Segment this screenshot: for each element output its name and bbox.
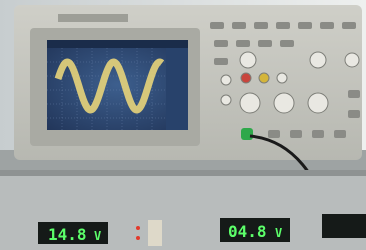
button <box>268 130 280 138</box>
button <box>334 130 346 138</box>
unit: V <box>275 226 282 240</box>
knob <box>240 93 260 113</box>
button <box>276 22 290 29</box>
brand-plate <box>58 14 128 22</box>
button <box>210 22 224 29</box>
led <box>136 236 140 240</box>
button <box>290 130 302 138</box>
button <box>258 40 272 47</box>
menu <box>166 48 188 130</box>
reading: 04.8 <box>228 222 267 241</box>
knob <box>221 95 231 105</box>
knob <box>274 93 294 113</box>
knob <box>310 52 326 68</box>
button <box>232 22 246 29</box>
probe-connector <box>241 128 253 140</box>
button <box>236 40 250 47</box>
reading: 14.8 <box>48 225 87 244</box>
status-bar <box>47 40 188 48</box>
photo: 14.8 V 04.8 V <box>0 0 366 250</box>
knob <box>308 93 328 113</box>
knob <box>259 73 269 83</box>
button <box>254 22 268 29</box>
knob <box>345 53 359 67</box>
display-partial <box>322 214 366 238</box>
switch <box>148 220 162 246</box>
led <box>136 226 140 230</box>
button <box>312 130 324 138</box>
button <box>214 40 228 47</box>
knob <box>241 73 251 83</box>
button <box>298 22 312 29</box>
panel-edge <box>0 170 366 176</box>
knob <box>277 73 287 83</box>
button <box>214 58 228 65</box>
button <box>320 22 334 29</box>
button <box>348 90 360 98</box>
unit: V <box>94 229 101 243</box>
knob <box>221 75 231 85</box>
knob <box>240 52 256 68</box>
button <box>348 110 360 118</box>
button <box>280 40 294 47</box>
button <box>342 22 356 29</box>
